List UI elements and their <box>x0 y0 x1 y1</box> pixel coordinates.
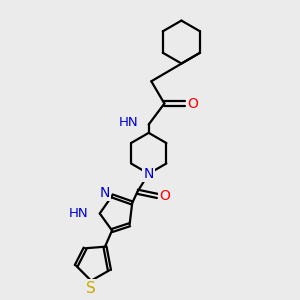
Text: HN: HN <box>68 207 88 220</box>
Text: N: N <box>143 167 154 181</box>
Text: HN: HN <box>119 116 139 129</box>
Text: O: O <box>159 189 170 203</box>
Text: S: S <box>86 280 96 296</box>
Text: O: O <box>187 97 198 110</box>
Text: N: N <box>100 186 110 200</box>
